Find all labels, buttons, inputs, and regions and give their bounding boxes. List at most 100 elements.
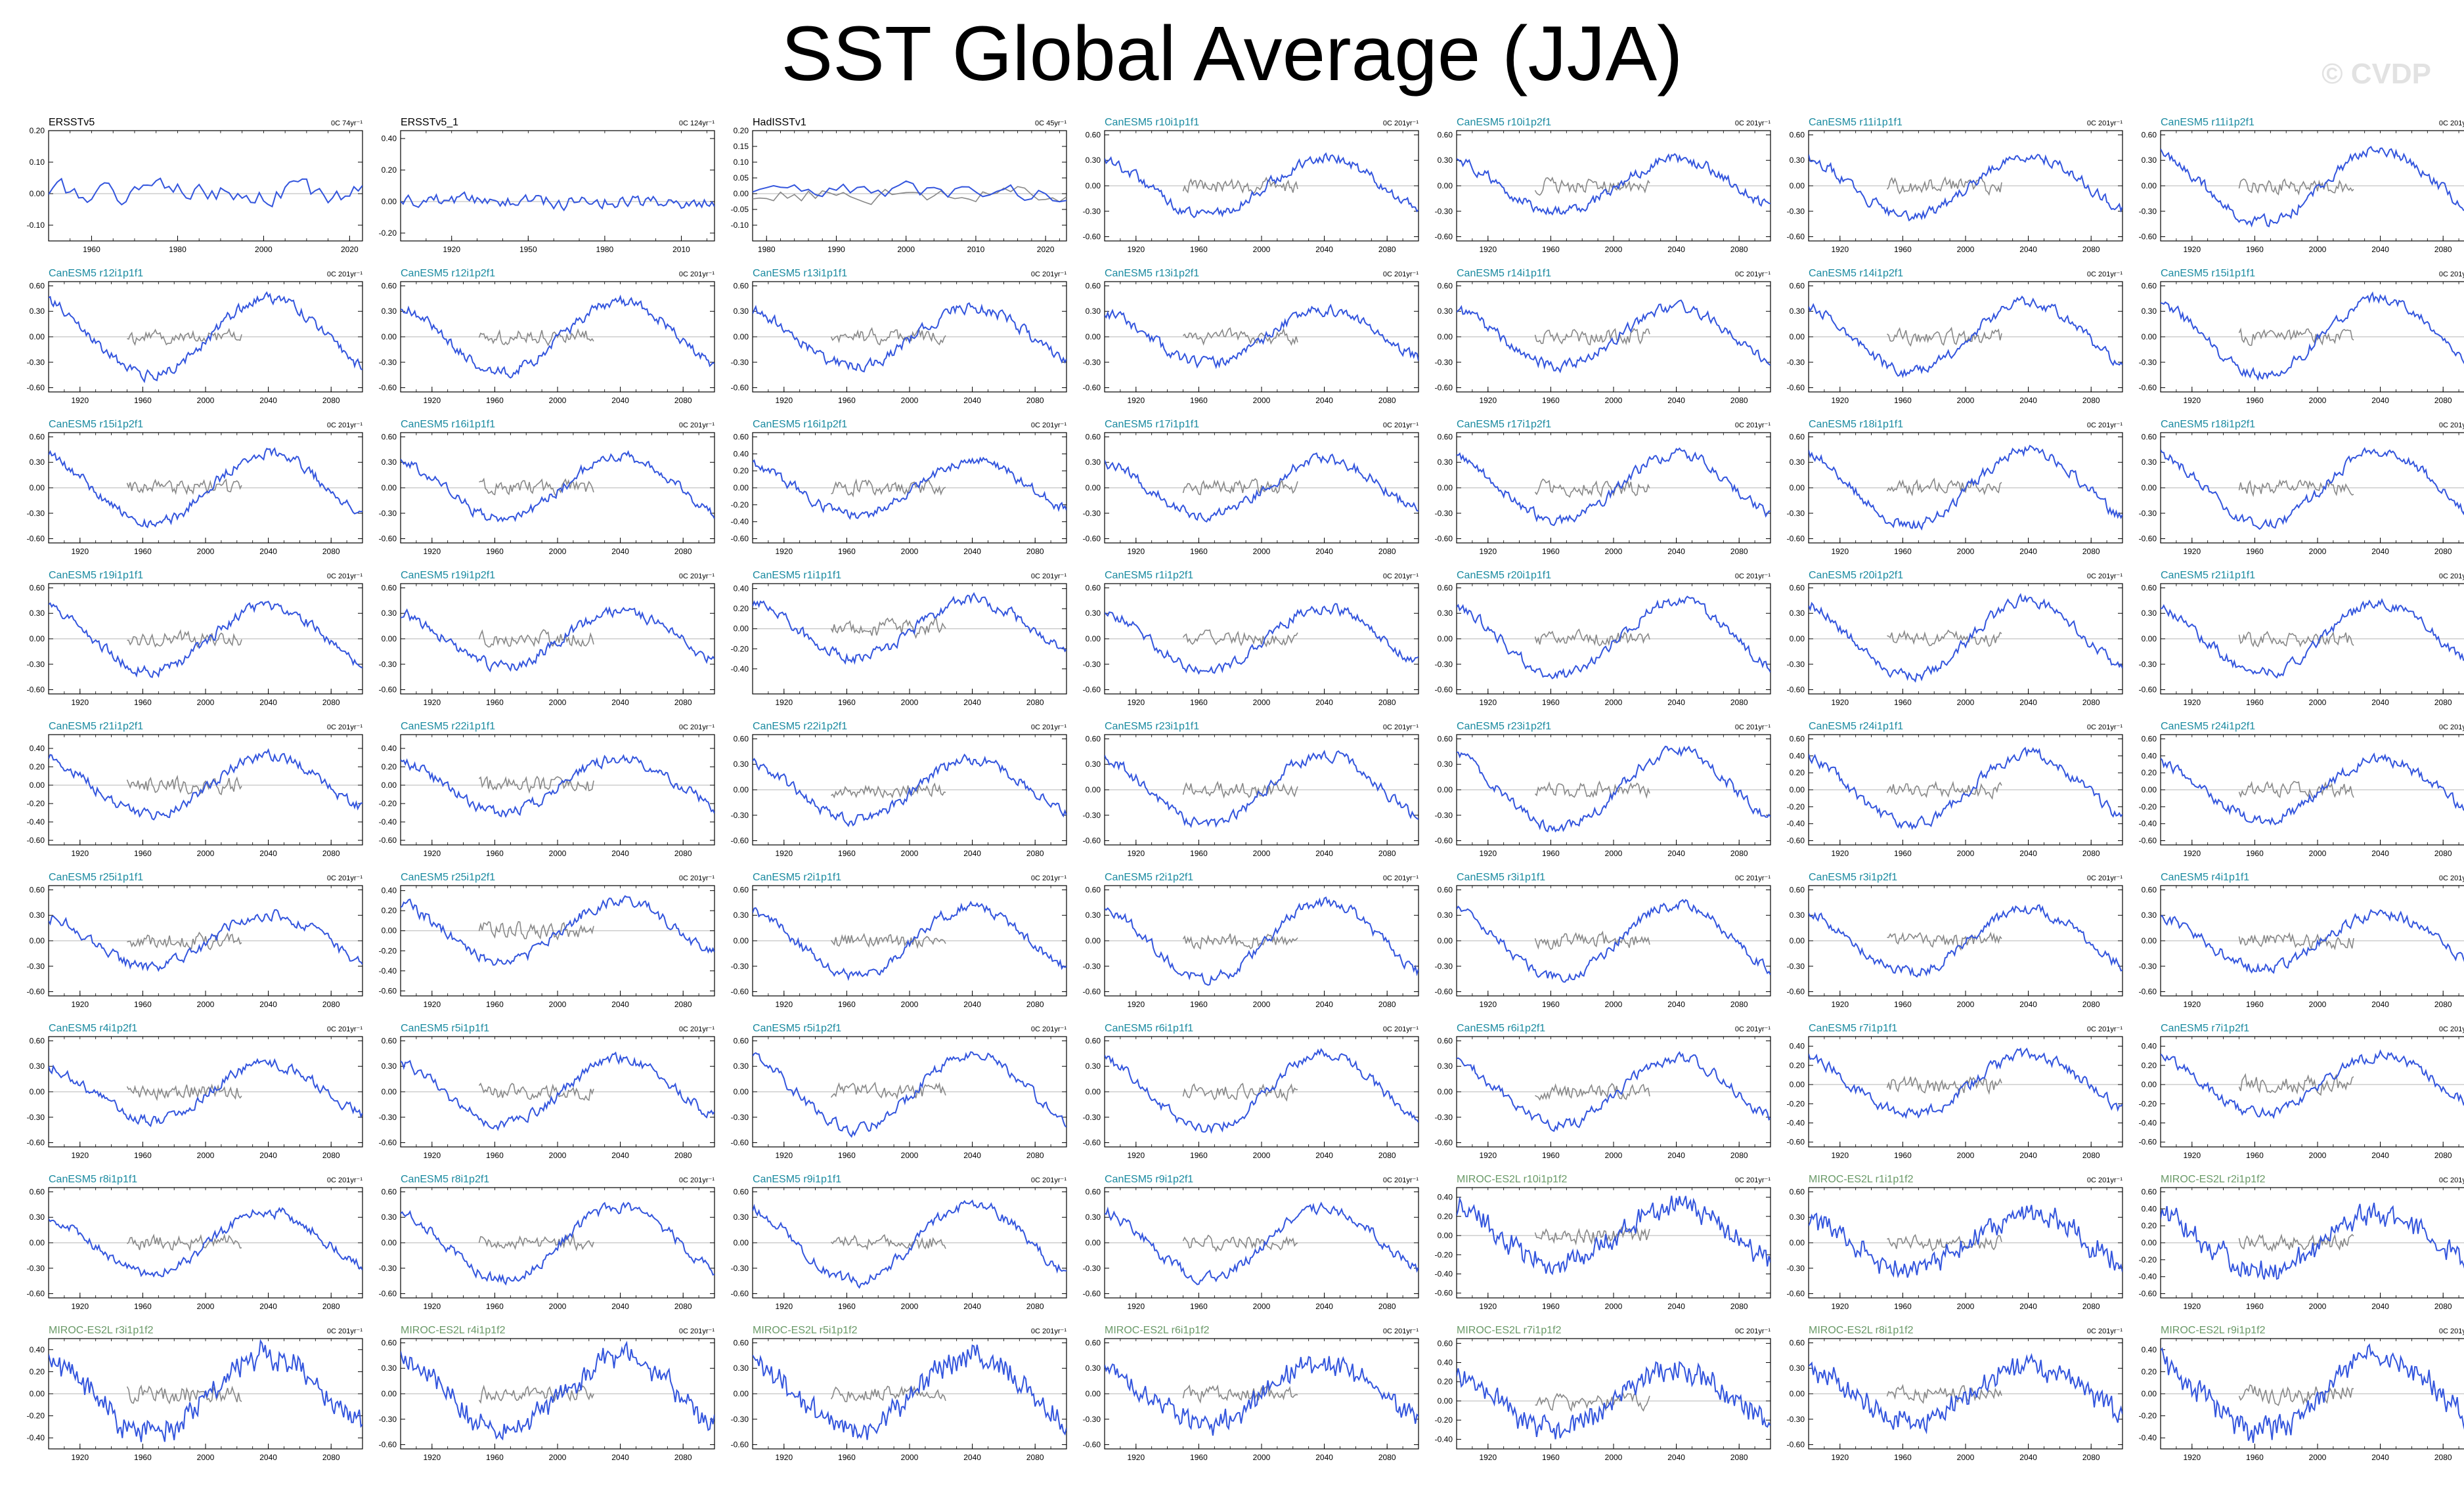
x-tick-label: 1920	[1831, 1453, 1849, 1462]
panel-60: MIROC-ES2L r7i1p1f2 0C 201yr⁻¹ 1920 1960 200…	[1435, 1325, 1771, 1462]
y-tick-label: -0.60	[379, 1138, 397, 1148]
x-tick-label: 2000	[2309, 547, 2327, 556]
y-tick-label: 0.60	[30, 432, 45, 441]
panel-trend: 0C 201yr⁻¹	[1383, 1176, 1419, 1184]
data-series-line	[401, 1051, 715, 1132]
y-tick-label: 0.30	[30, 458, 45, 467]
x-tick-label: 1960	[134, 1453, 152, 1462]
y-tick-label: -0.30	[731, 1113, 749, 1122]
y-tick-label: 0.40	[1790, 1042, 1805, 1051]
panel-title: MIROC-ES2L r7i1p1f2	[1457, 1325, 1562, 1336]
panel-43: CanESM5 r5i1p1f1 0C 201yr⁻¹ 1920 1960 2000 20…	[379, 1023, 715, 1160]
x-tick-label: 1960	[134, 698, 152, 707]
data-series-line	[753, 1199, 1067, 1289]
data-series-line	[49, 291, 363, 383]
y-tick-label: -0.40	[27, 817, 45, 827]
x-tick-label: 2040	[1315, 1302, 1333, 1311]
reference-series-line	[1534, 328, 1650, 346]
panel-trend: 0C 201yr⁻¹	[2439, 119, 2464, 127]
x-tick-label: 2010	[967, 245, 985, 254]
y-tick-label: -0.60	[1435, 383, 1453, 393]
x-tick-label: 2000	[1957, 1000, 1975, 1009]
reference-series-line	[2238, 327, 2354, 347]
y-tick-label: -0.60	[1435, 685, 1453, 695]
data-series-line	[2161, 1343, 2464, 1443]
y-tick-label: 0.60	[1438, 583, 1453, 592]
plot-frame	[752, 130, 1067, 242]
x-tick-label: 1960	[2246, 1453, 2264, 1462]
reference-series-line	[1887, 932, 2002, 951]
panel-40: CanESM5 r3i1p2f1 0C 201yr⁻¹ 1920 1960 2000 20…	[1787, 872, 2123, 1009]
y-tick-label: -0.30	[379, 509, 397, 518]
y-tick-label: 0.30	[734, 911, 749, 920]
y-tick-label: 0.40	[382, 744, 397, 753]
panel-58: MIROC-ES2L r5i1p1f2 0C 201yr⁻¹ 1920 1960 200…	[731, 1325, 1067, 1462]
x-tick-label: 2000	[197, 698, 215, 707]
y-tick-label: -0.20	[2139, 1099, 2157, 1108]
plot-frame	[752, 583, 1067, 695]
x-tick-label: 2080	[674, 547, 692, 556]
reference-series-line	[1535, 1391, 1650, 1412]
reference-series-line	[127, 629, 242, 648]
x-tick-label: 1920	[1479, 245, 1497, 254]
panel-33: CanESM5 r24i1p1f1 0C 201yr⁻¹ 1920 1960 2000 2…	[1787, 721, 2123, 858]
panel-title: CanESM5 r11i1p1f1	[1809, 117, 1903, 128]
data-series-line	[753, 456, 1067, 520]
x-tick-label: 1960	[1190, 396, 1208, 405]
y-tick-label: 0.40	[734, 449, 749, 458]
reference-series-line	[126, 478, 242, 496]
x-tick-label: 2000	[1253, 245, 1271, 254]
x-tick-label: 1920	[1127, 698, 1145, 707]
panel-title: CanESM5 r24i1p1f1	[1809, 721, 1903, 732]
y-tick-label: -0.20	[2139, 802, 2157, 811]
panel-title: CanESM5 r25i1p1f1	[49, 872, 143, 883]
data-series-line	[753, 1344, 1067, 1440]
y-tick-label: 0.00	[382, 926, 397, 936]
reference-series-line	[1182, 781, 1298, 799]
x-tick-label: 2040	[2019, 1000, 2037, 1009]
data-series-line	[753, 900, 1067, 981]
panel-title: CanESM5 r20i1p2f1	[1809, 570, 1903, 581]
y-tick-label: -0.30	[1435, 1113, 1453, 1122]
x-tick-label: 1960	[134, 547, 152, 556]
panel-title: CanESM5 r14i1p2f1	[1809, 268, 1903, 279]
x-tick-label: 1920	[1479, 1302, 1497, 1311]
y-tick-label: 0.60	[1086, 734, 1101, 743]
x-tick-label: 2040	[2019, 396, 2037, 405]
y-tick-label: 0.40	[30, 1345, 45, 1354]
panel-title: CanESM5 r22i1p1f1	[401, 721, 495, 732]
y-tick-label: 0.00	[1790, 181, 1805, 190]
data-series-line	[1809, 746, 2123, 830]
y-tick-label: -0.40	[379, 817, 397, 827]
reference-series-line	[1182, 1083, 1298, 1102]
y-tick-label: 0.60	[2142, 432, 2157, 441]
y-tick-label: 0.00	[1086, 785, 1101, 794]
x-tick-label: 2080	[2434, 1453, 2452, 1462]
y-tick-label: -0.60	[379, 685, 397, 695]
panel-title: CanESM5 r9i1p1f1	[753, 1174, 841, 1185]
y-tick-label: 0.15	[734, 142, 749, 151]
y-tick-label: 0.20	[2142, 1221, 2157, 1230]
y-tick-label: -0.30	[1435, 962, 1453, 971]
panel-title: CanESM5 r7i1p2f1	[2161, 1023, 2249, 1034]
panel-trend: 0C 201yr⁻¹	[1031, 723, 1067, 731]
panel-trend: 0C 201yr⁻¹	[2439, 270, 2464, 278]
x-tick-label: 1920	[1831, 245, 1849, 254]
x-tick-label: 2000	[1253, 1302, 1271, 1311]
y-tick-label: 0.00	[1086, 1238, 1101, 1247]
y-tick-label: -0.20	[731, 644, 749, 653]
panel-title: CanESM5 r17i1p2f1	[1457, 419, 1551, 430]
panel-title: ERSSTv5	[49, 117, 95, 128]
x-tick-label: 2000	[901, 1151, 919, 1160]
y-tick-label: 0.00	[1438, 1087, 1453, 1096]
x-tick-label: 2040	[1315, 1453, 1333, 1462]
x-tick-label: 1920	[1479, 698, 1497, 707]
x-tick-label: 2040	[2371, 396, 2389, 405]
y-tick-label: -0.20	[731, 500, 749, 509]
x-tick-label: 1920	[423, 547, 441, 556]
data-series-line	[401, 606, 715, 673]
panel-30: CanESM5 r22i1p2f1 0C 201yr⁻¹ 1920 1960 2000 2…	[731, 721, 1067, 858]
panel-trend: 0C 201yr⁻¹	[327, 1025, 363, 1033]
reference-series-line	[1534, 930, 1650, 950]
y-tick-label: -0.60	[27, 1289, 45, 1299]
